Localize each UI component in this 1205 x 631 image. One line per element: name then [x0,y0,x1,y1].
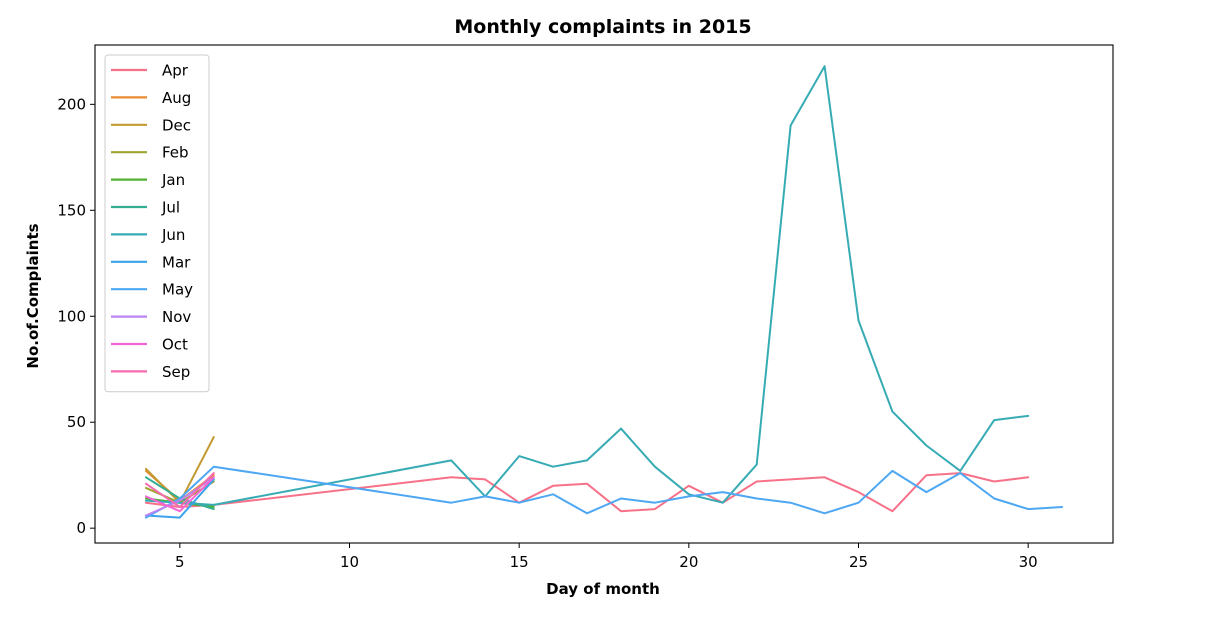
series-line-jun [144,65,1030,506]
y-tick-label: 0 [76,519,86,537]
y-tick-label: 100 [57,307,86,325]
legend-label: Jan [161,171,185,189]
legend-label: Nov [162,308,191,326]
y-tick-label: 200 [57,95,86,113]
x-tick-label: 5 [175,553,185,571]
x-tick-label: 25 [849,553,868,571]
series-line-mar [144,478,215,519]
x-axis: 5 10 15 20 25 30 [175,543,1038,571]
plot-lines [144,65,1064,519]
legend-label: Apr [162,62,189,80]
legend-label: Aug [162,89,191,107]
legend-label: Dec [162,116,191,134]
legend-label: Sep [162,363,190,381]
series-line-may [144,465,1064,519]
legend-label: Jul [161,199,180,217]
series-line-oct [144,476,215,513]
x-tick-label: 30 [1019,553,1038,571]
legend-box [104,54,210,393]
y-tick-label: 150 [57,201,86,219]
series-line-sep [144,472,215,508]
y-tick-label: 50 [67,413,86,431]
legend-label: Oct [162,336,188,354]
legend-label: May [162,281,193,299]
legend-label: Mar [162,253,191,271]
plot-frame [94,44,1114,544]
chart-title: Monthly complaints in 2015 [454,16,751,38]
x-tick-label: 20 [679,553,698,571]
legend-label: Feb [162,144,189,162]
y-axis: 0 50 100 150 200 [57,95,95,537]
x-tick-label: 15 [510,553,529,571]
legend-label: Jun [161,226,185,244]
legend: Apr Aug Dec Feb Jan Jul Jun Mar May Nov Oct Sep [104,54,210,393]
x-axis-label: Day of month [546,580,660,598]
x-tick-label: 10 [340,553,359,571]
series-line-apr [144,472,1030,513]
y-axis-label: No.of.Complaints [24,223,42,368]
